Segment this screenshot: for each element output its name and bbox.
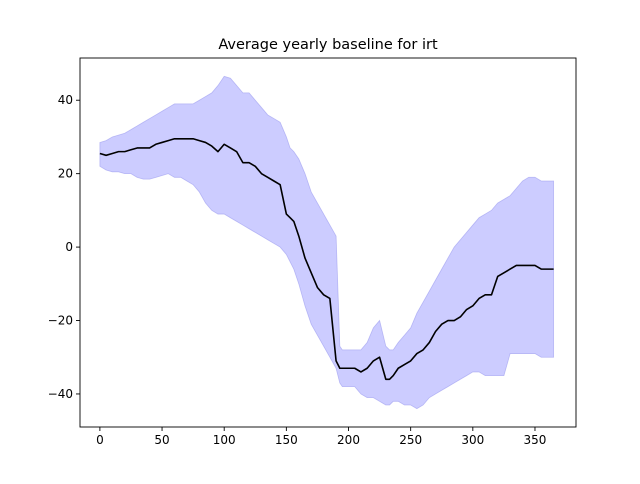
- mean-line: [99, 137, 554, 381]
- y-tick-label: 20: [58, 167, 73, 181]
- x-tick-label: 100: [213, 433, 236, 447]
- y-tick-label: −40: [48, 387, 73, 401]
- confidence-band: [99, 75, 555, 410]
- y-tick-label: 0: [65, 240, 73, 254]
- x-tick-label: 150: [275, 433, 298, 447]
- plot-frame: [79, 57, 577, 428]
- chart-title: Average yearly baseline for irt: [218, 37, 438, 53]
- x-tick-label: 0: [96, 433, 104, 447]
- x-tick-label: 300: [461, 433, 484, 447]
- x-tick-label: 350: [524, 433, 547, 447]
- x-tick-label: 200: [337, 433, 360, 447]
- y-tick-label: 40: [58, 93, 73, 107]
- x-tick-label: 50: [154, 433, 169, 447]
- x-tick-label: 250: [399, 433, 422, 447]
- y-tick-label: −20: [48, 314, 73, 328]
